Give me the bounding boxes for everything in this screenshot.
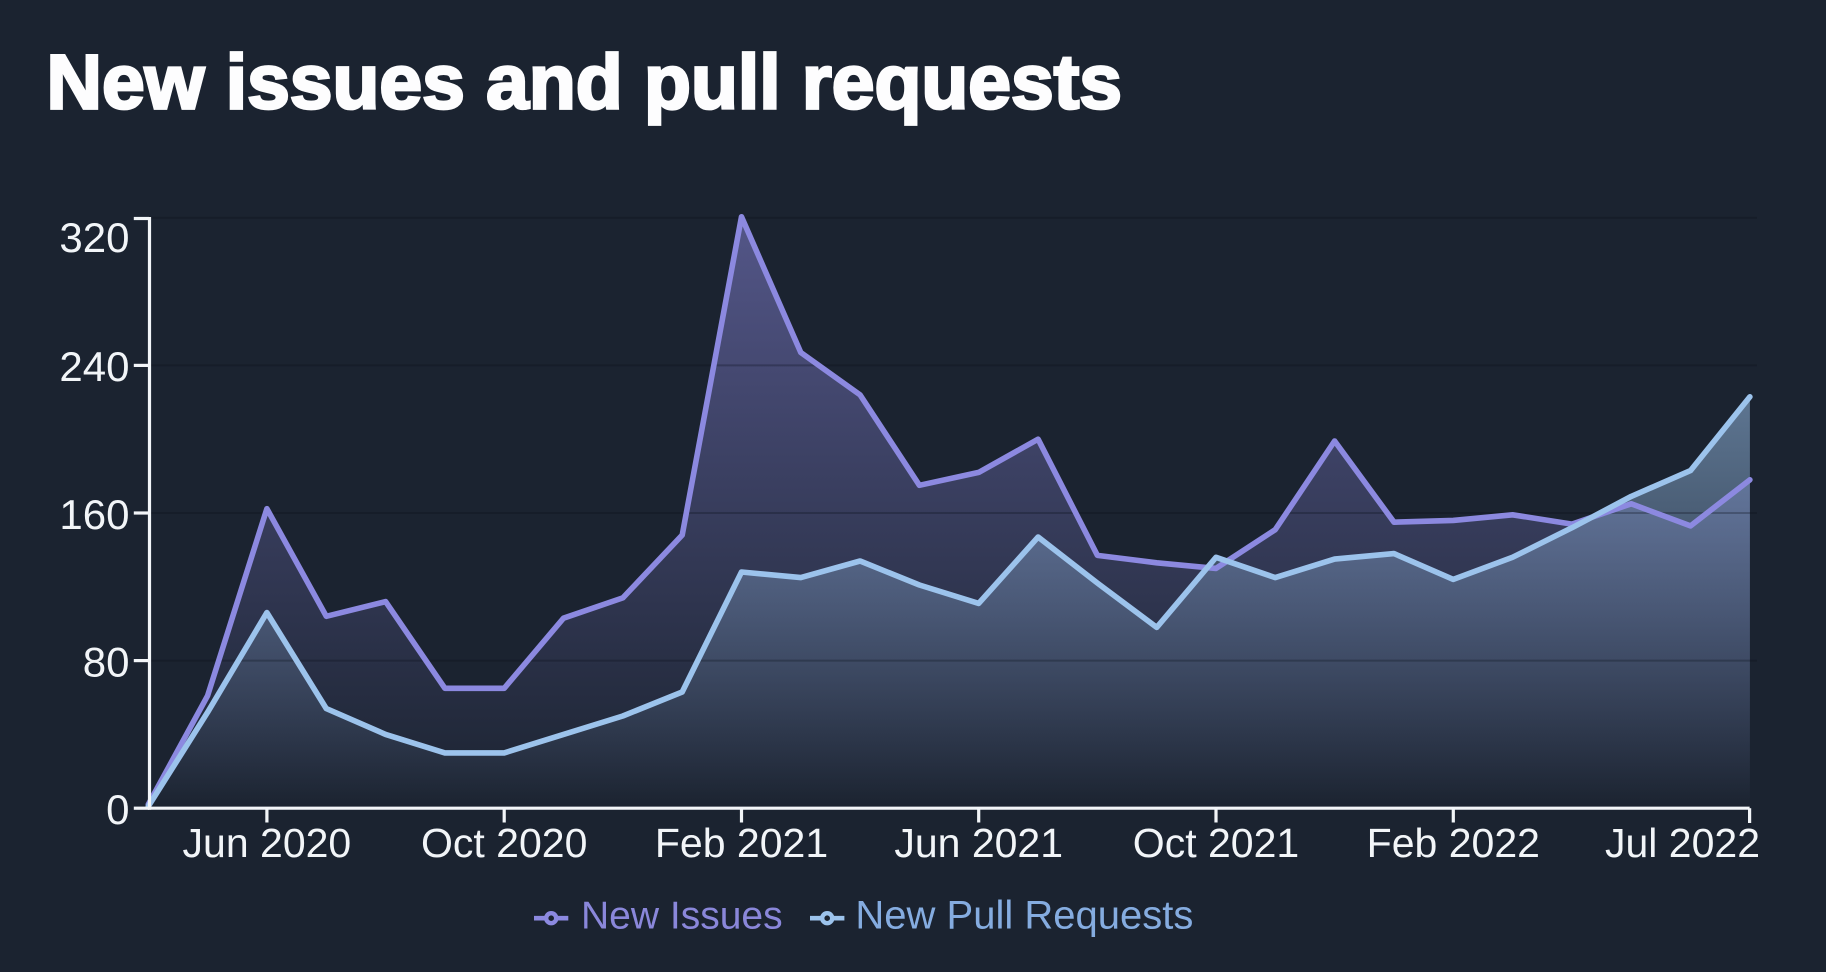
svg-text:Feb 2022: Feb 2022 xyxy=(1367,820,1540,866)
svg-text:New Issues: New Issues xyxy=(581,895,783,938)
svg-text:Jul 2022: Jul 2022 xyxy=(1605,820,1760,866)
svg-text:New issues and pull requests: New issues and pull requests xyxy=(47,40,1123,126)
svg-text:Jun 2020: Jun 2020 xyxy=(183,820,352,866)
svg-text:320: 320 xyxy=(59,214,129,261)
svg-text:160: 160 xyxy=(59,491,129,538)
svg-text:Feb 2021: Feb 2021 xyxy=(655,820,828,866)
svg-text:240: 240 xyxy=(59,343,129,390)
svg-text:Oct 2020: Oct 2020 xyxy=(421,820,587,866)
svg-text:0: 0 xyxy=(106,786,129,833)
svg-text:80: 80 xyxy=(83,638,130,685)
svg-text:Oct 2021: Oct 2021 xyxy=(1133,820,1299,866)
svg-text:New Pull Requests: New Pull Requests xyxy=(855,894,1193,938)
svg-text:Jun 2021: Jun 2021 xyxy=(894,820,1063,866)
